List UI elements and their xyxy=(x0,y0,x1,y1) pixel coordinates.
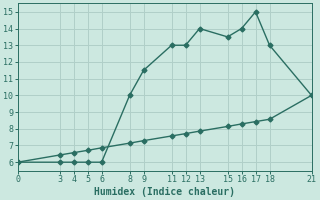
X-axis label: Humidex (Indice chaleur): Humidex (Indice chaleur) xyxy=(94,186,235,197)
